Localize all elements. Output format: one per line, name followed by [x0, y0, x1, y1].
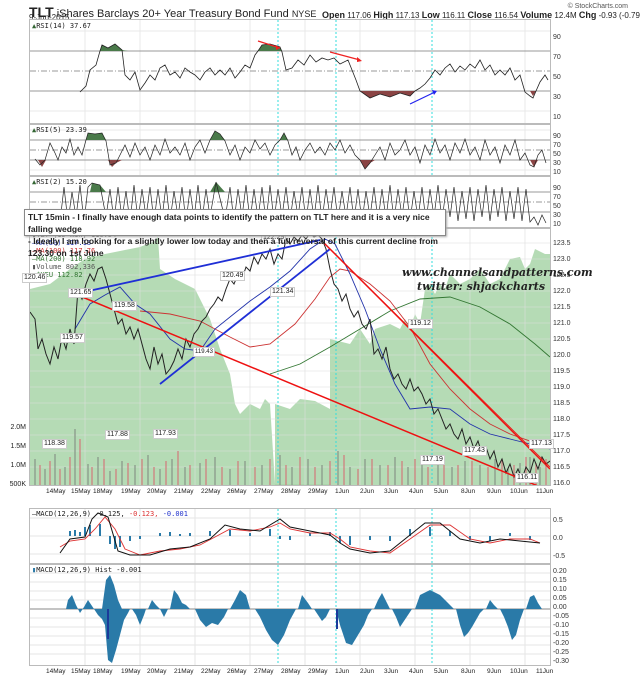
- macd-plot: [30, 509, 550, 563]
- fund-name: iShares Barclays 20+ Year Treasury Bond …: [56, 8, 289, 20]
- indicator-icon: ▲: [32, 22, 37, 30]
- close-value: 116.54: [494, 11, 519, 20]
- price-label: 119.43: [193, 347, 215, 357]
- macd-legend: —MACD(12,26,9) -0.125, -0.123, -0.001: [32, 510, 188, 518]
- line-icon: —: [32, 510, 37, 518]
- price-label: 120.46: [22, 273, 48, 283]
- price-panel: ▮TLT (15 min) 116.54 —MA(50) 117.18 —MA(…: [22, 225, 554, 661]
- price-label: 121.65: [68, 288, 94, 298]
- price-label: 116.11: [515, 473, 540, 483]
- price-label: 117.43: [462, 446, 487, 456]
- macd-hist-panel: ▮MACD(12,26,9) Hist -0.001: [29, 564, 551, 666]
- change-value: -0.93 (-0.79%): [598, 11, 640, 20]
- annotation-line-2: - Ideally I am looking for a slightly lo…: [28, 236, 438, 258]
- macd-axis: 0.5 0.0 -0.5: [553, 517, 566, 560]
- symbol: TLT: [29, 4, 54, 20]
- price-label: 117.93: [153, 429, 178, 439]
- price-label: 117.19: [420, 455, 445, 465]
- price-label: 119.58: [112, 301, 137, 311]
- price-plot: [29, 229, 551, 492]
- hist-axis: 0.20 0.15 0.10 0.05 0.00 -0.05 -0.10 -0.15 -0.20…: [553, 568, 569, 665]
- bottom-x-axis: 14May 15May 18May 19May 20May 21May 22May 26May…: [46, 668, 554, 675]
- rsi5-legend: ▲RSI(5) 23.39: [32, 126, 87, 134]
- copyright: © StockCharts.com: [567, 3, 628, 10]
- rsi2-axis: 90 70 50 30 10: [553, 185, 561, 228]
- bar-icon: ▮: [32, 566, 37, 574]
- quote-bar: Open 117.06 High 117.13 Low 116.11 Close…: [322, 10, 640, 20]
- low-value: 116.11: [441, 11, 466, 20]
- rsi5-plot: [30, 125, 550, 175]
- volume-axis: 2.0M 1.5M 1.0M 500K: [9, 424, 26, 488]
- price-label: 121.34: [270, 287, 296, 297]
- open-value: 117.06: [347, 11, 372, 20]
- rsi2-legend: ▲RSI(2) 15.20: [32, 178, 87, 186]
- rsi14-panel: ▲RSI(14) 37.67: [29, 19, 551, 124]
- macd-hist-plot: [30, 565, 550, 665]
- hist-legend: ▮MACD(12,26,9) Hist -0.001: [32, 566, 142, 574]
- chart-date: 9-Jun-2015: [29, 13, 70, 22]
- volume-icon: ▮: [32, 263, 37, 271]
- price-label: 117.13: [529, 439, 554, 449]
- rsi5-axis: 90 70 50 30 10: [553, 133, 561, 176]
- rsi5-panel: ▲RSI(5) 23.39: [29, 124, 551, 176]
- macd-panel: —MACD(12,26,9) -0.125, -0.123, -0.001: [29, 508, 551, 564]
- volume-value: 12.4M: [554, 11, 577, 20]
- watermark: www.channelsandpatterns.com twitter: shj…: [402, 266, 593, 293]
- high-value: 117.13: [395, 11, 420, 20]
- price-x-axis: 14May 15May 18May 19May 20May 21May 22May 26May…: [46, 488, 554, 495]
- price-axis: 123.5 123.0 122.5 122.0 121.5 121.0 120.5 120.0…: [553, 240, 571, 487]
- indicator-icon: ▲: [32, 126, 37, 134]
- indicator-icon: ▲: [32, 178, 37, 186]
- price-label: 118.38: [42, 439, 67, 449]
- price-label: 117.88: [105, 430, 130, 440]
- rsi14-legend: ▲RSI(14) 37.67: [32, 22, 92, 30]
- price-label: 119.57: [60, 333, 85, 343]
- price-label: 119.12: [408, 319, 433, 329]
- annotation-box: TLT 15min - I finally have enough data p…: [24, 209, 446, 258]
- rsi14-axis: 90 70 50 30 10: [553, 34, 561, 121]
- rsi14-plot: [30, 20, 550, 123]
- annotation-line-1: TLT 15min - I finally have enough data p…: [28, 212, 430, 234]
- exchange: NYSE: [291, 9, 317, 19]
- chart-title: TLT iShares Barclays 20+ Year Treasury B…: [29, 4, 316, 20]
- price-label: 120.49: [220, 271, 246, 281]
